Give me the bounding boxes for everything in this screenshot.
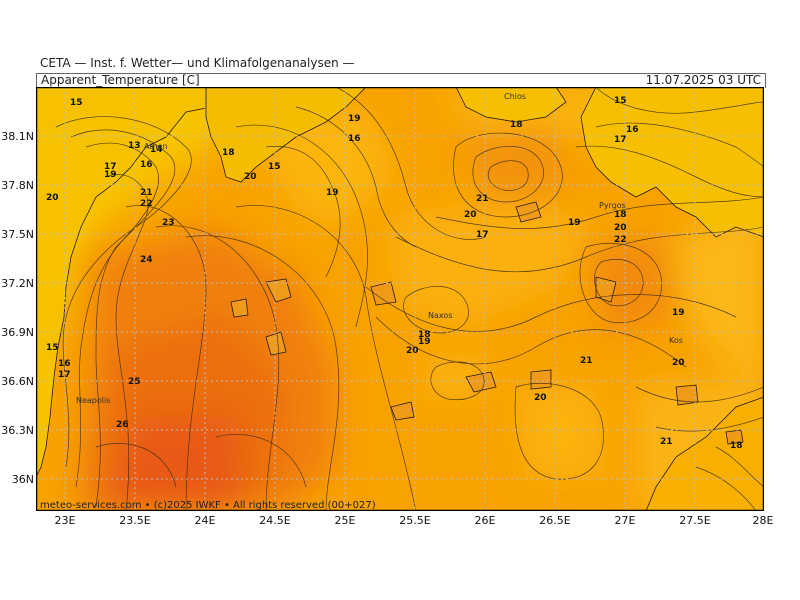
place-neapolis: Neapolis bbox=[76, 396, 110, 405]
contour-label: 23 bbox=[162, 218, 175, 228]
lat-tick: 36.3N bbox=[1, 424, 34, 437]
contour-label: 16 bbox=[626, 125, 639, 135]
contour-label: 18 bbox=[510, 120, 523, 130]
valid-time: 11.07.2025 03 UTC bbox=[645, 73, 761, 87]
contour-label: 16 bbox=[140, 160, 153, 170]
map-frame bbox=[36, 87, 764, 511]
contour-label: 19 bbox=[568, 218, 581, 228]
contour-label: 26 bbox=[116, 420, 129, 430]
contour-label: 15 bbox=[46, 343, 59, 353]
lon-tick: 24E bbox=[194, 514, 216, 527]
contour-label: 17 bbox=[104, 162, 117, 172]
lon-tick: 27.5E bbox=[679, 514, 711, 527]
lon-tick: 25E bbox=[334, 514, 356, 527]
contour-label: 15 bbox=[614, 96, 627, 106]
contour-label: 20 bbox=[672, 358, 685, 368]
lat-tick: 38.1N bbox=[1, 130, 34, 143]
contour-label: 21 bbox=[580, 356, 593, 366]
contour-label: 16 bbox=[58, 359, 71, 369]
contour-label: 17 bbox=[614, 135, 627, 145]
lon-tick: 25.5E bbox=[399, 514, 431, 527]
lat-tick: 37.8N bbox=[1, 179, 34, 192]
contour-label: 22 bbox=[140, 199, 153, 209]
contour-label: 21 bbox=[476, 194, 489, 204]
contour-label: 18 bbox=[222, 148, 235, 158]
place-labels: Chios Athen Naxos Pyrgos Kos Neapolis bbox=[76, 92, 683, 405]
lon-tick: 28E bbox=[752, 514, 774, 527]
temperature-map: 15 13 14 16 17 19 21 22 23 24 25 26 18 2… bbox=[36, 87, 764, 511]
contour-label: 15 bbox=[268, 162, 281, 172]
parameter-title: Apparent_Temperature [C] bbox=[41, 73, 200, 87]
contour-label: 24 bbox=[140, 255, 153, 265]
contour-label: 19 bbox=[418, 337, 431, 347]
copyright-footer: meteo-services.com • (c)2025 IWKF • All … bbox=[40, 500, 376, 511]
contour-label: 18 bbox=[614, 210, 627, 220]
contour-label: 16 bbox=[348, 134, 361, 144]
contour-label: 20 bbox=[464, 210, 477, 220]
lon-tick: 26.5E bbox=[539, 514, 571, 527]
contour-label: 15 bbox=[70, 98, 83, 108]
contour-label: 20 bbox=[406, 346, 419, 356]
lon-tick: 23E bbox=[54, 514, 76, 527]
contour-labels: 15 13 14 16 17 19 21 22 23 24 25 26 18 2… bbox=[46, 96, 743, 451]
lon-tick: 27E bbox=[614, 514, 636, 527]
contour-label: 22 bbox=[614, 235, 627, 245]
contour-label: 20 bbox=[244, 172, 257, 182]
contour-label: 19 bbox=[326, 188, 339, 198]
contour-label: 21 bbox=[140, 188, 153, 198]
contour-label: 20 bbox=[46, 193, 59, 203]
lon-tick: 24.5E bbox=[259, 514, 291, 527]
contour-label: 13 bbox=[128, 141, 141, 151]
lat-tick: 37.5N bbox=[1, 228, 34, 241]
contour-label: 25 bbox=[128, 377, 141, 387]
place-naxos: Naxos bbox=[428, 311, 452, 320]
contour-label: 19 bbox=[672, 308, 685, 318]
contour-label: 21 bbox=[660, 437, 673, 447]
contour-label: 17 bbox=[58, 370, 71, 380]
title-bar: Apparent_Temperature [C] 11.07.2025 03 U… bbox=[36, 73, 766, 88]
lat-tick: 36.9N bbox=[1, 326, 34, 339]
lat-tick: 36.6N bbox=[1, 375, 34, 388]
lat-tick: 36N bbox=[11, 473, 34, 486]
contour-label: 19 bbox=[348, 114, 361, 124]
institute-header: CETA — Inst. f. Wetter— und Klimafolgena… bbox=[40, 56, 355, 70]
place-kos: Kos bbox=[669, 336, 683, 345]
lon-tick: 26E bbox=[474, 514, 496, 527]
contour-label: 18 bbox=[418, 330, 431, 340]
place-pyrgos: Pyrgos bbox=[599, 201, 626, 210]
contour-label: 20 bbox=[614, 223, 627, 233]
contour-label: 14 bbox=[150, 145, 163, 155]
contour-label: 17 bbox=[476, 230, 489, 240]
contour-label: 20 bbox=[534, 393, 547, 403]
contour-label: 19 bbox=[104, 170, 117, 180]
lon-tick: 23.5E bbox=[119, 514, 151, 527]
place-chios: Chios bbox=[504, 92, 526, 101]
contour-lines bbox=[55, 87, 764, 511]
contour-label: 18 bbox=[730, 441, 743, 451]
grid-lines bbox=[36, 87, 764, 511]
place-athen: Athen bbox=[144, 142, 168, 151]
lat-tick: 37.2N bbox=[1, 277, 34, 290]
